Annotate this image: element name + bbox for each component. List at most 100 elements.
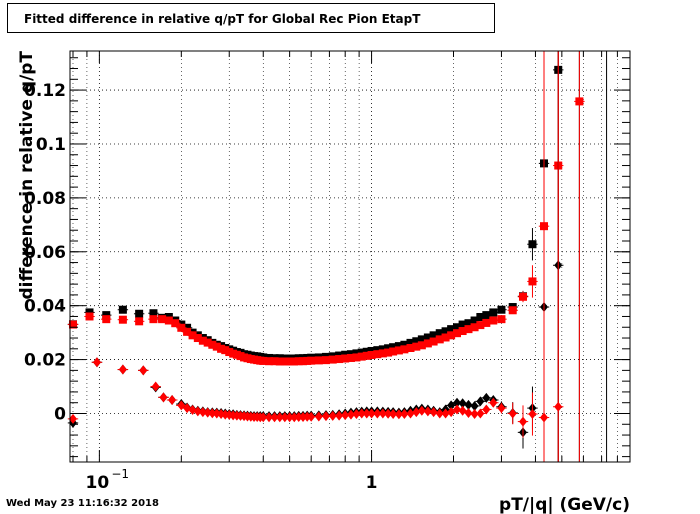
data-point (447, 331, 456, 340)
data-point (158, 315, 167, 324)
data-point (362, 347, 371, 356)
data-point (528, 240, 537, 249)
data-point (362, 351, 371, 360)
data-point (193, 334, 202, 343)
data-point (118, 364, 127, 375)
y-tick-label: 0.04 (24, 297, 66, 317)
data-point (328, 410, 337, 421)
data-point (497, 305, 506, 314)
data-point (373, 346, 382, 355)
data-point (307, 411, 316, 422)
data-point (118, 315, 127, 324)
data-point (464, 325, 473, 334)
data-point (367, 408, 376, 419)
axis-ticks (70, 51, 630, 462)
data-point (188, 331, 197, 340)
data-point (321, 356, 330, 365)
data-point (328, 355, 337, 364)
x-axis-label: pT/|q| (GeV/c) (499, 495, 630, 514)
data-point (482, 311, 491, 320)
data-point (441, 327, 450, 336)
data-point (341, 410, 350, 421)
data-point (314, 356, 323, 365)
series-4 (67, 51, 564, 462)
data-point (102, 315, 111, 324)
timestamp-label: Wed May 23 11:16:32 2018 (6, 498, 159, 509)
data-point (412, 337, 421, 346)
data-point (423, 406, 432, 417)
data-point (389, 347, 398, 356)
data-point (321, 411, 330, 422)
data-point (85, 312, 94, 321)
data-point (406, 338, 415, 347)
data-point (151, 381, 160, 392)
data-point (441, 333, 450, 342)
data-point (508, 408, 517, 419)
data-point (208, 340, 217, 349)
data-point (540, 412, 549, 423)
data-point (373, 408, 382, 419)
data-point (441, 408, 450, 419)
data-point (453, 397, 462, 408)
data-point (270, 412, 279, 423)
data-point (164, 316, 173, 325)
data-point (149, 309, 158, 318)
data-point (85, 308, 94, 317)
plot-frame (69, 50, 631, 463)
data-point (198, 407, 207, 418)
data-point (394, 346, 403, 355)
data-point (203, 338, 212, 347)
data-point (341, 354, 350, 363)
data-point (335, 410, 344, 421)
data-point (168, 395, 177, 406)
x-tick-label-exponent: −1 (111, 467, 129, 481)
data-point (423, 333, 432, 342)
y-tick-label: 0.08 (24, 189, 66, 209)
data-point (470, 323, 479, 332)
data-point (453, 323, 462, 332)
data-point (412, 342, 421, 351)
y-tick-label: 0.06 (24, 243, 66, 263)
data-point (528, 409, 537, 420)
data-point (476, 321, 485, 330)
data-point (314, 411, 323, 422)
data-point (135, 309, 144, 318)
x-tick-label: 1 (366, 473, 378, 493)
data-point (435, 335, 444, 344)
axis-tick-labels: 0 0.02 0.04 0.06 0.08 0.1 0.12 10 −1 1 (24, 81, 377, 493)
data-point (193, 406, 202, 417)
y-tick-label: 0.02 (24, 351, 66, 371)
data-point (378, 345, 387, 354)
data-point (346, 353, 355, 362)
data-point (458, 405, 467, 416)
data-point (476, 408, 485, 419)
data-point (346, 409, 355, 420)
data-point (429, 337, 438, 346)
data-point (149, 315, 158, 324)
data-point (307, 356, 316, 365)
data-point (139, 365, 148, 376)
data-point (429, 331, 438, 340)
data-point (183, 323, 192, 332)
data-point (429, 407, 438, 418)
data-point (352, 409, 361, 420)
data-point (519, 292, 528, 301)
data-point (367, 351, 376, 360)
data-point (221, 346, 230, 355)
data-point (259, 356, 268, 365)
data-point (470, 400, 479, 411)
data-point (435, 408, 444, 419)
data-point (497, 403, 506, 414)
data-point (373, 350, 382, 359)
data-point (259, 412, 268, 423)
series-1 (67, 51, 608, 462)
data-point (453, 404, 462, 415)
data-point (352, 353, 361, 362)
data-point (212, 342, 221, 351)
data-point (203, 407, 212, 418)
data-point (367, 346, 376, 355)
data-point (528, 277, 537, 286)
data-point (400, 340, 409, 349)
series-2 (67, 51, 585, 462)
